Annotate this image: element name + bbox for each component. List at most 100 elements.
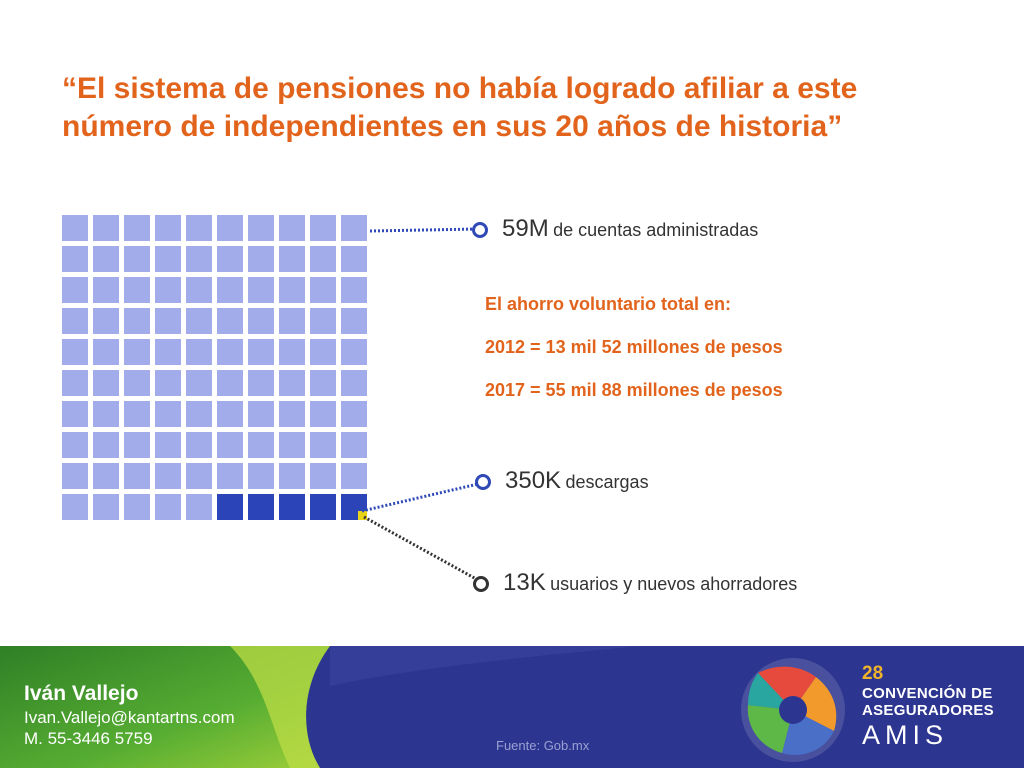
waffle-cell — [341, 246, 367, 272]
waffle-cell — [93, 277, 119, 303]
waffle-cell — [186, 215, 212, 241]
author-phone: M. 55-3446 5759 — [24, 729, 153, 748]
waffle-cell — [62, 246, 88, 272]
waffle-cell — [217, 401, 243, 427]
waffle-cell — [124, 494, 150, 520]
source-note: Fuente: Gob.mx — [496, 738, 590, 753]
waffle-cell — [62, 215, 88, 241]
stat-value: 350K — [505, 467, 562, 494]
waffle-cell — [93, 308, 119, 334]
waffle-cell — [217, 308, 243, 334]
waffle-cell — [186, 246, 212, 272]
circle-marker-icon — [473, 576, 489, 592]
waffle-cell — [124, 370, 150, 396]
waffle-cell — [124, 463, 150, 489]
waffle-cell — [248, 401, 274, 427]
brand-line-2: ASEGURADORES — [862, 702, 994, 719]
waffle-cell — [341, 463, 367, 489]
waffle-cell — [124, 215, 150, 241]
author-name: Iván Vallejo — [24, 682, 139, 705]
waffle-cell — [93, 401, 119, 427]
author-info: Iván Vallejo Ivan.Vallejo@kantartns.com … — [24, 681, 235, 749]
waffle-cell — [155, 401, 181, 427]
waffle-cell — [217, 277, 243, 303]
waffle-cell — [217, 246, 243, 272]
author-email: Ivan.Vallejo@kantartns.com — [24, 708, 235, 727]
waffle-cell — [341, 308, 367, 334]
waffle-cell-highlighted — [279, 494, 305, 520]
connector-lines — [361, 227, 479, 582]
brand-number: 28 — [862, 663, 884, 684]
waffle-cell — [93, 432, 119, 458]
waffle-cell — [217, 463, 243, 489]
waffle-cell — [155, 432, 181, 458]
waffle-cell — [93, 463, 119, 489]
amis-logo-icon — [741, 658, 845, 762]
waffle-cell — [62, 432, 88, 458]
waffle-cell — [279, 246, 305, 272]
waffle-cell — [93, 339, 119, 365]
footer-background — [0, 646, 1024, 768]
waffle-cell — [279, 339, 305, 365]
savings-block: El ahorro voluntario total en: 2012 = 13… — [485, 293, 783, 422]
waffle-cell — [279, 277, 305, 303]
waffle-cell — [155, 215, 181, 241]
stat-label: usuarios y nuevos ahorradores — [550, 574, 798, 594]
waffle-cell — [155, 370, 181, 396]
waffle-cell — [310, 215, 336, 241]
waffle-cell — [186, 308, 212, 334]
waffle-cell — [217, 339, 243, 365]
waffle-cell — [248, 339, 274, 365]
waffle-cell — [124, 277, 150, 303]
waffle-cell — [186, 463, 212, 489]
waffle-cell — [124, 432, 150, 458]
waffle-cell-highlighted — [248, 494, 274, 520]
waffle-cell — [155, 308, 181, 334]
connector-line-59m — [369, 227, 479, 233]
waffle-cell — [62, 370, 88, 396]
waffle-cell-highlighted — [217, 494, 243, 520]
waffle-cell — [310, 432, 336, 458]
waffle-cell — [248, 463, 274, 489]
stat-value: 59M — [502, 215, 549, 242]
waffle-cell — [341, 339, 367, 365]
savings-heading: El ahorro voluntario total en: — [485, 294, 732, 314]
waffle-cell — [341, 277, 367, 303]
waffle-cell — [62, 494, 88, 520]
waffle-cell — [248, 308, 274, 334]
waffle-cell — [310, 401, 336, 427]
waffle-cell — [124, 339, 150, 365]
waffle-cell — [124, 401, 150, 427]
waffle-cell — [310, 339, 336, 365]
waffle-cell-highlighted — [310, 494, 336, 520]
waffle-cell — [341, 370, 367, 396]
waffle-cell — [62, 339, 88, 365]
waffle-cell — [310, 277, 336, 303]
waffle-cell — [93, 494, 119, 520]
waffle-cell — [248, 277, 274, 303]
waffle-cell — [279, 401, 305, 427]
waffle-cell — [310, 308, 336, 334]
waffle-cell — [124, 246, 150, 272]
waffle-cell — [62, 401, 88, 427]
stat-label: descargas — [565, 472, 649, 492]
waffle-cell — [248, 432, 274, 458]
waffle-cell — [186, 494, 212, 520]
waffle-cell — [279, 432, 305, 458]
stat-value: 13K — [503, 569, 546, 596]
waffle-cell — [93, 246, 119, 272]
waffle-cell-small-marker — [358, 511, 367, 520]
stat-label: de cuentas administradas — [553, 220, 759, 240]
waffle-cell — [155, 339, 181, 365]
waffle-cell — [155, 463, 181, 489]
waffle-cell — [248, 215, 274, 241]
savings-2017: 2017 = 55 mil 88 millones de pesos — [485, 380, 783, 400]
waffle-cell — [186, 339, 212, 365]
brand-line-1: CONVENCIÓN DE — [862, 685, 993, 702]
waffle-cell — [310, 370, 336, 396]
waffle-cell — [279, 370, 305, 396]
waffle-cell — [248, 370, 274, 396]
waffle-cell — [279, 215, 305, 241]
waffle-cell — [155, 494, 181, 520]
